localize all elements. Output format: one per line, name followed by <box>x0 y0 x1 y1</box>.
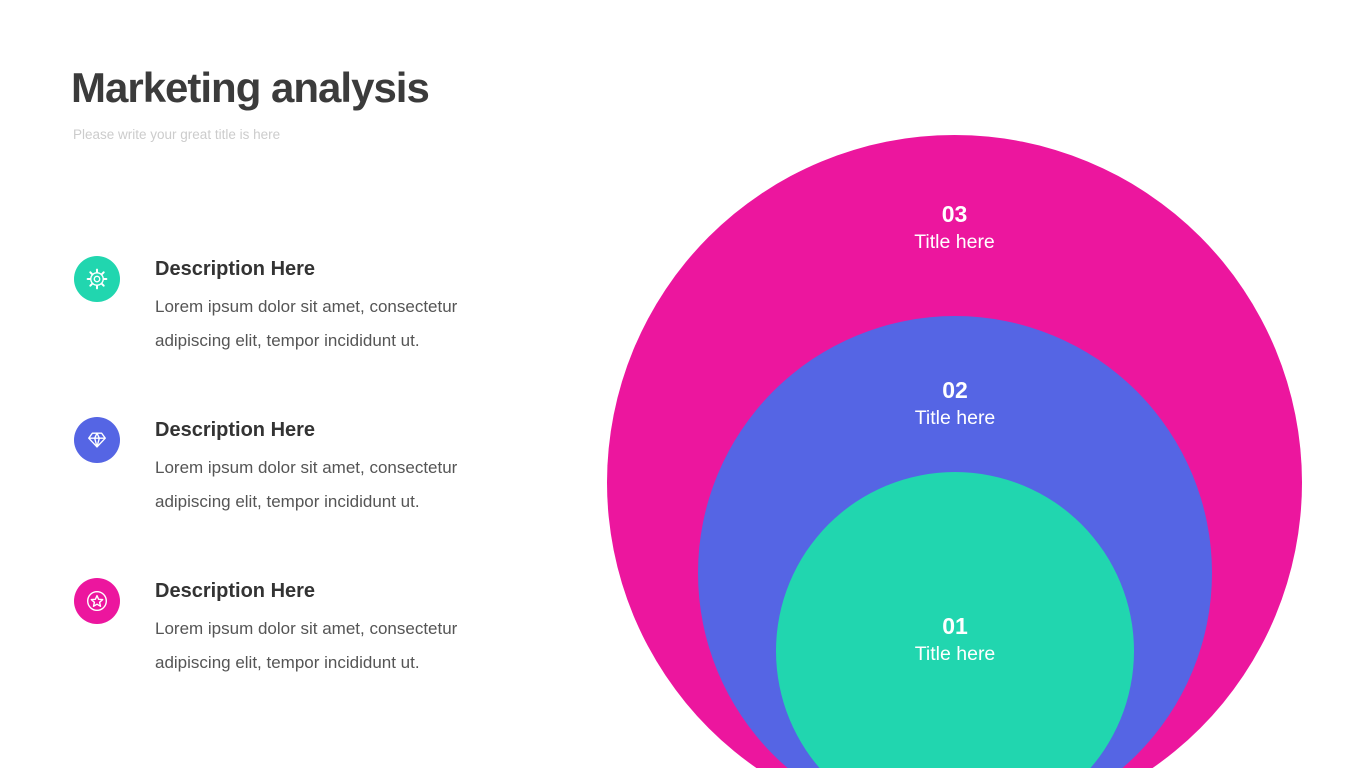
ring-number: 01 <box>942 613 968 639</box>
ring-01: 01 Title here <box>776 472 1134 768</box>
feature-item: Description Here Lorem ipsum dolor sit a… <box>74 256 507 358</box>
ring-02-label: 02 Title here <box>915 375 996 432</box>
ring-03-label: 03 Title here <box>914 199 995 256</box>
feature-body: Lorem ipsum dolor sit amet, consectetur … <box>155 458 458 511</box>
ring-number: 03 <box>941 201 968 227</box>
feature-heading: Description Here <box>155 580 316 602</box>
feature-heading: Description Here <box>155 258 316 280</box>
ring-title: Title here <box>914 407 996 429</box>
ring-title: Title here <box>914 231 995 253</box>
diamond-icon <box>74 417 120 463</box>
feature-item: Description Here Lorem ipsum dolor sit a… <box>74 417 507 519</box>
page-subtitle: Please write your great title is here <box>73 127 281 142</box>
feature-body: Lorem ipsum dolor sit amet, consectetur … <box>155 619 458 672</box>
page-title: Marketing analysis <box>71 64 430 111</box>
feature-body: Lorem ipsum dolor sit amet, consectetur … <box>155 297 458 350</box>
ring-01-label: 01 Title here <box>915 611 996 668</box>
feature-text: Description Here Lorem ipsum dolor sit a… <box>155 417 507 519</box>
ring-title: Title here <box>914 643 996 665</box>
star-icon <box>74 578 120 624</box>
feature-heading: Description Here <box>155 419 316 441</box>
gear-icon <box>74 256 120 302</box>
feature-text: Description Here Lorem ipsum dolor sit a… <box>155 578 507 680</box>
feature-text: Description Here Lorem ipsum dolor sit a… <box>155 256 507 358</box>
ring-number: 02 <box>942 377 968 403</box>
feature-item: Description Here Lorem ipsum dolor sit a… <box>74 578 507 680</box>
